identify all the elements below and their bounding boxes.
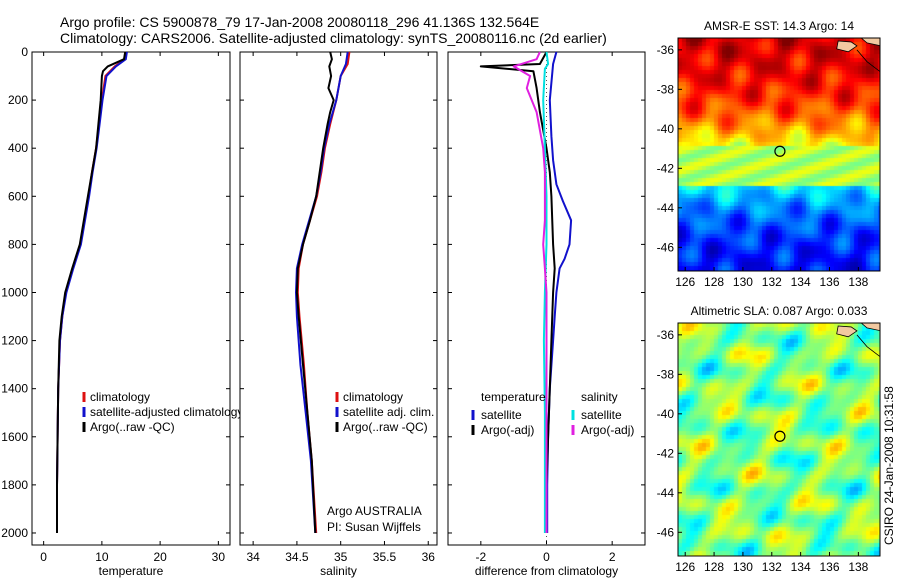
salinity-xtick-label: 34 bbox=[246, 550, 260, 564]
sla-lon-tick-label: 136 bbox=[819, 560, 839, 574]
depth-tick-label: 400 bbox=[8, 141, 28, 155]
legend-group-temperature: temperature bbox=[481, 390, 546, 404]
sst-lon-tick-label: 126 bbox=[675, 275, 695, 289]
sla-lat-tick-label: -40 bbox=[657, 407, 675, 421]
sst-lon-tick-label: 132 bbox=[762, 275, 782, 289]
sla-land bbox=[836, 323, 880, 357]
sst-land bbox=[836, 38, 880, 72]
credit-agency: Argo AUSTRALIA bbox=[327, 504, 422, 518]
sst-float-marker bbox=[774, 145, 786, 157]
difference-xtick-label: -2 bbox=[475, 550, 486, 564]
temperature-xtick-label: 0 bbox=[40, 550, 47, 564]
sla-kangaroo-island bbox=[836, 325, 858, 338]
depth-tick-label: 600 bbox=[8, 189, 28, 203]
series-argo-raw-qc bbox=[295, 51, 335, 534]
legend-climatology: climatology bbox=[90, 390, 150, 404]
sst-bathymetry-contour bbox=[856, 49, 880, 72]
legend-argo-raw-qc: Argo(..raw -QC) bbox=[343, 420, 428, 434]
sst-field-image bbox=[678, 38, 880, 271]
depth-tick-label: 1600 bbox=[1, 430, 28, 444]
sst-title: AMSR-E SST: 14.3 Argo: 14 bbox=[704, 19, 854, 33]
depth-tick-label: 1000 bbox=[1, 285, 28, 299]
legend-salinity-satellite: satellite bbox=[581, 408, 622, 422]
sla-lat-tick-label: -38 bbox=[657, 367, 675, 381]
legend-climatology: climatology bbox=[343, 390, 403, 404]
sla-lon-tick-label: 134 bbox=[791, 560, 811, 574]
sla-lat-tick-label: -36 bbox=[657, 328, 675, 342]
sst-mainland bbox=[860, 38, 880, 47]
depth-tick-label: 200 bbox=[8, 93, 28, 107]
header-line2: Climatology: CARS2006. Satellite-adjuste… bbox=[60, 30, 607, 46]
depth-tick-label: 800 bbox=[8, 237, 28, 251]
sla-lon-tick-label: 130 bbox=[733, 560, 753, 574]
sla-map-panel: 126 128 130 132 134 136 138 -36 -38 -40 -42 -44 -46 A… bbox=[657, 304, 881, 574]
temperature-xtick-label: 20 bbox=[153, 550, 167, 564]
legend-satellite-adj-clim: satellite adj. clim. bbox=[343, 405, 434, 419]
depth-tick-label: 1400 bbox=[1, 382, 28, 396]
sla-lat-tick-label: -46 bbox=[657, 525, 675, 539]
sla-title: Altimetric SLA: 0.087 Argo: 0.033 bbox=[691, 304, 868, 318]
salinity-xtick-label: 35.5 bbox=[373, 550, 397, 564]
difference-xlabel: difference from climatology bbox=[475, 564, 618, 578]
credit-stamp: CSIRO 24-Jan-2008 10:31:58 bbox=[882, 386, 896, 545]
salinity-xtick-label: 35 bbox=[334, 550, 348, 564]
depth-tick-label: 2000 bbox=[1, 526, 28, 540]
sla-lon-tick-label: 138 bbox=[848, 560, 868, 574]
legend-group-salinity: salinity bbox=[581, 390, 618, 404]
legend-temperature-argo-adj: Argo(-adj) bbox=[481, 423, 534, 437]
sla-frame bbox=[677, 322, 881, 557]
sst-lat-tick-label: -44 bbox=[657, 201, 675, 215]
temperature-axes-frame bbox=[31, 51, 231, 546]
sst-lon-tick-label: 128 bbox=[704, 275, 724, 289]
header-line1: Argo profile: CS 5900878_79 17-Jan-2008 … bbox=[60, 14, 539, 30]
sla-lon-tick-label: 128 bbox=[704, 560, 724, 574]
depth-tick-label: 1200 bbox=[1, 334, 28, 348]
legend-salinity-argo-adj: Argo(-adj) bbox=[581, 423, 634, 437]
sla-field-image bbox=[678, 323, 880, 556]
series-temperature-argo-adj bbox=[479, 51, 556, 533]
sst-lat-tick-label: -38 bbox=[657, 82, 675, 96]
sst-map-panel: 126 128 130 132 134 136 138 -36 -38 -40 -42 -44 -46 A… bbox=[657, 19, 881, 289]
legend-argo-raw-qc: Argo(..raw -QC) bbox=[90, 420, 175, 434]
sst-lat-tick-label: -46 bbox=[657, 240, 675, 254]
difference-xtick-label: 0 bbox=[543, 550, 550, 564]
sla-lat-tick-label: -44 bbox=[657, 486, 675, 500]
depth-tick-label: 0 bbox=[21, 45, 28, 59]
sla-lat-tick-label: -42 bbox=[657, 446, 675, 460]
sst-lat-tick-label: -42 bbox=[657, 161, 675, 175]
sla-lon-tick-label: 126 bbox=[675, 560, 695, 574]
temperature-panel: 0 200 400 600 800 1000 1200 1400 1600 1800 2000 0 10… bbox=[1, 45, 243, 578]
sst-lon-tick-label: 134 bbox=[791, 275, 811, 289]
salinity-panel: 34 34.5 35 35.5 36 salinity climatologysatelli… bbox=[239, 51, 438, 578]
temperature-xtick-label: 30 bbox=[212, 550, 226, 564]
sst-frame bbox=[677, 37, 881, 272]
series-salinity-argo-adj bbox=[512, 51, 548, 533]
sla-bathymetry-contour bbox=[856, 334, 880, 357]
sla-mainland bbox=[860, 323, 880, 332]
salinity-xlabel: salinity bbox=[320, 564, 357, 578]
salinity-xtick-label: 34.5 bbox=[285, 550, 309, 564]
sla-lon-tick-label: 132 bbox=[762, 560, 782, 574]
series-salinity-satellite bbox=[542, 51, 550, 533]
legend-satellite-adjusted-climatology: satellite-adjusted climatology bbox=[90, 405, 243, 419]
sst-lat-tick-label: -40 bbox=[657, 122, 675, 136]
depth-tick-label: 1800 bbox=[1, 478, 28, 492]
legend-temperature-satellite: satellite bbox=[481, 408, 522, 422]
series-argo-raw-qc bbox=[56, 51, 127, 533]
sst-lon-tick-label: 136 bbox=[819, 275, 839, 289]
credit-pi: PI: Susan Wijffels bbox=[327, 520, 421, 534]
sst-kangaroo-island bbox=[836, 40, 858, 53]
salinity-axes-frame bbox=[239, 51, 438, 546]
sst-lat-tick-label: -36 bbox=[657, 43, 675, 57]
temperature-xtick-label: 10 bbox=[95, 550, 109, 564]
temperature-xlabel: temperature bbox=[99, 564, 164, 578]
sst-lon-tick-label: 138 bbox=[848, 275, 868, 289]
sla-float-marker bbox=[774, 430, 786, 442]
difference-xtick-label: 2 bbox=[609, 550, 616, 564]
sst-lon-tick-label: 130 bbox=[733, 275, 753, 289]
salinity-xtick-label: 36 bbox=[422, 550, 436, 564]
